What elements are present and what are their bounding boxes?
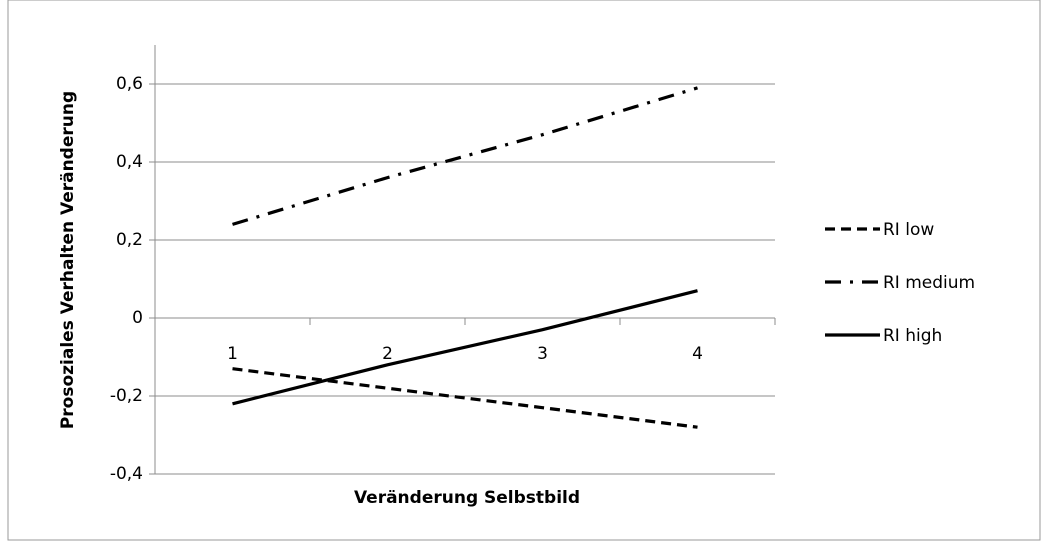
legend-label: RI low <box>883 220 934 240</box>
frame <box>7 0 1041 541</box>
y-tick-label: 0 <box>132 308 143 328</box>
y-tick-label: 0,2 <box>116 230 143 250</box>
series-line <box>232 367 698 429</box>
y-tick-label: 0,6 <box>116 74 143 94</box>
legend-label: RI medium <box>883 273 975 293</box>
x-tick-label: 2 <box>382 344 393 364</box>
x-tick-label: 1 <box>227 344 238 364</box>
x-axis-label: Veränderung Selbstbild <box>354 488 580 508</box>
y-axis-label: Prosoziales Verhalten Veränderung <box>58 91 78 429</box>
x-tick-label: 4 <box>692 344 703 364</box>
y-tick-label: -0,4 <box>110 464 143 484</box>
x-tick-label: 3 <box>537 344 548 364</box>
legend-label: RI high <box>883 326 942 346</box>
series-line <box>232 86 698 226</box>
y-tick-label: -0,2 <box>110 386 143 406</box>
y-tick-label: 0,4 <box>116 152 143 172</box>
series-line <box>232 289 698 406</box>
